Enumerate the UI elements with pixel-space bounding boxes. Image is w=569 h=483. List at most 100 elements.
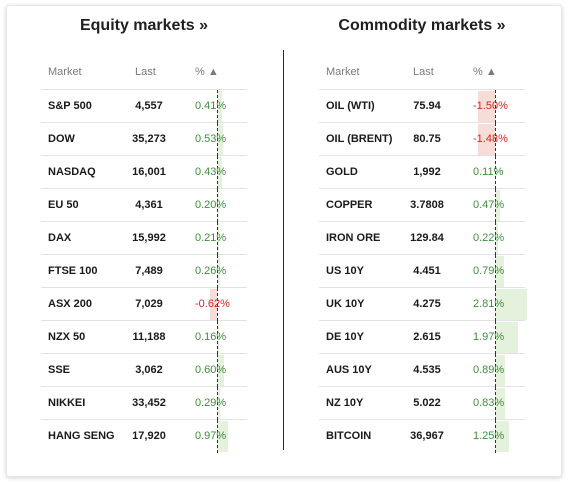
- market-name-link[interactable]: IRON ORE: [326, 232, 381, 244]
- last-price: 7,029: [135, 298, 163, 310]
- market-name-link[interactable]: NIKKEI: [48, 397, 86, 409]
- zero-line: [495, 90, 496, 123]
- percent-change: 0.43%: [195, 166, 227, 178]
- market-name-link[interactable]: HANG SENG: [48, 430, 115, 442]
- column-header-percent-sort[interactable]: % ▲: [195, 66, 219, 78]
- table-row[interactable]: NZX 50 11,188 0.16%: [41, 321, 247, 354]
- percent-change: 0.22%: [473, 232, 505, 244]
- positive-change-bar: [495, 322, 518, 353]
- positive-change-bar: [217, 388, 221, 419]
- market-name-link[interactable]: DAX: [48, 232, 72, 244]
- positive-change-bar: [217, 355, 224, 386]
- negative-change-bar: [477, 91, 495, 122]
- zero-line: [495, 354, 496, 387]
- positive-change-bar: [495, 421, 510, 452]
- market-name-link[interactable]: US 10Y: [326, 265, 364, 277]
- market-name-link[interactable]: AUS 10Y: [326, 364, 372, 376]
- table-row[interactable]: UK 10Y 4.275 2.81%: [319, 288, 528, 321]
- market-name-link[interactable]: ASX 200: [48, 298, 93, 310]
- percent-change: 1.25%: [473, 430, 505, 442]
- market-name-link[interactable]: S&P 500: [48, 100, 92, 112]
- table-row[interactable]: OIL (WTI) 75.94 -1.50%: [319, 90, 525, 123]
- last-price: 33,452: [132, 397, 166, 409]
- table-row[interactable]: NASDAQ 16,001 0.43%: [41, 156, 247, 189]
- table-row[interactable]: ASX 200 7,029 -0.62%: [41, 288, 247, 321]
- table-row[interactable]: COPPER 3.7808 0.47%: [319, 189, 525, 222]
- market-name-link[interactable]: UK 10Y: [326, 298, 365, 310]
- last-price: 36,967: [410, 430, 444, 442]
- percent-change: 2.81%: [473, 298, 505, 310]
- last-price: 4.451: [413, 265, 441, 277]
- commodity-table-header: Market Last % ▲: [319, 56, 525, 90]
- positive-change-bar: [217, 190, 220, 221]
- table-row[interactable]: IRON ORE 129.84 0.22%: [319, 222, 525, 255]
- zero-line: [217, 222, 218, 255]
- percent-change: 0.20%: [195, 199, 227, 211]
- market-name-link[interactable]: NZX 50: [48, 331, 86, 343]
- zero-line: [217, 156, 218, 189]
- positive-change-bar: [495, 388, 505, 419]
- market-name-link[interactable]: OIL (BRENT): [326, 133, 393, 145]
- last-price: 7,489: [135, 265, 163, 277]
- percent-change: 0.97%: [195, 430, 227, 442]
- last-price: 4.275: [413, 298, 441, 310]
- table-row[interactable]: US 10Y 4.451 0.79%: [319, 255, 525, 288]
- percent-change: 0.21%: [195, 232, 227, 244]
- table-row[interactable]: SSE 3,062 0.60%: [41, 354, 247, 387]
- positive-change-bar: [217, 223, 220, 254]
- last-price: 4,361: [135, 199, 163, 211]
- percent-change: -1.50%: [473, 100, 508, 112]
- table-row[interactable]: OIL (BRENT) 80.75 -1.48%: [319, 123, 525, 156]
- percent-change: 0.89%: [473, 364, 505, 376]
- market-name-link[interactable]: EU 50: [48, 199, 79, 211]
- table-row[interactable]: DAX 15,992 0.21%: [41, 222, 247, 255]
- equity-table-header: Market Last % ▲: [41, 56, 247, 90]
- percent-change: 0.41%: [195, 100, 227, 112]
- commodity-markets-title-link[interactable]: Commodity markets »: [338, 17, 506, 34]
- zero-line: [217, 90, 218, 123]
- last-price: 17,920: [132, 430, 166, 442]
- percent-change: 0.83%: [473, 397, 505, 409]
- last-price: 35,273: [132, 133, 166, 145]
- last-price: 5.022: [413, 397, 441, 409]
- percent-change: -1.48%: [473, 133, 508, 145]
- market-name-link[interactable]: NASDAQ: [48, 166, 96, 178]
- table-row[interactable]: GOLD 1,992 0.11%: [319, 156, 525, 189]
- column-header-last[interactable]: Last: [135, 66, 156, 78]
- table-row[interactable]: FTSE 100 7,489 0.26%: [41, 255, 247, 288]
- zero-line: [217, 387, 218, 420]
- market-name-link[interactable]: GOLD: [326, 166, 358, 178]
- percent-change: 0.29%: [195, 397, 227, 409]
- zero-line: [495, 420, 496, 453]
- table-row[interactable]: BITCOIN 36,967 1.25%: [319, 420, 525, 453]
- market-name-link[interactable]: SSE: [48, 364, 71, 376]
- last-price: 3,062: [135, 364, 163, 376]
- table-row[interactable]: AUS 10Y 4.535 0.89%: [319, 354, 525, 387]
- market-name-link[interactable]: OIL (WTI): [326, 100, 375, 112]
- market-name-link[interactable]: FTSE 100: [48, 265, 98, 277]
- table-row[interactable]: HANG SENG 17,920 0.97%: [41, 420, 247, 453]
- last-price: 16,001: [132, 166, 166, 178]
- column-header-market[interactable]: Market: [326, 66, 360, 78]
- zero-line: [495, 255, 496, 288]
- market-name-link[interactable]: COPPER: [326, 199, 373, 211]
- positive-change-bar: [217, 124, 224, 155]
- market-name-link[interactable]: BITCOIN: [326, 430, 372, 442]
- table-row[interactable]: S&P 500 4,557 0.41%: [41, 90, 247, 123]
- market-name-link[interactable]: DOW: [48, 133, 75, 145]
- market-name-link[interactable]: NZ 10Y: [326, 397, 364, 409]
- table-row[interactable]: DOW 35,273 0.53%: [41, 123, 247, 156]
- table-row[interactable]: NIKKEI 33,452 0.29%: [41, 387, 247, 420]
- zero-line: [217, 321, 218, 354]
- negative-change-bar: [477, 124, 495, 155]
- column-header-market[interactable]: Market: [48, 66, 82, 78]
- positive-change-bar: [495, 190, 501, 221]
- zero-line: [217, 123, 218, 156]
- column-header-last[interactable]: Last: [413, 66, 434, 78]
- column-header-percent-sort[interactable]: % ▲: [473, 66, 497, 78]
- market-name-link[interactable]: DE 10Y: [326, 331, 364, 343]
- table-row[interactable]: NZ 10Y 5.022 0.83%: [319, 387, 525, 420]
- table-row[interactable]: DE 10Y 2.615 1.97%: [319, 321, 525, 354]
- equity-markets-title-link[interactable]: Equity markets »: [79, 17, 209, 34]
- table-row[interactable]: EU 50 4,361 0.20%: [41, 189, 247, 222]
